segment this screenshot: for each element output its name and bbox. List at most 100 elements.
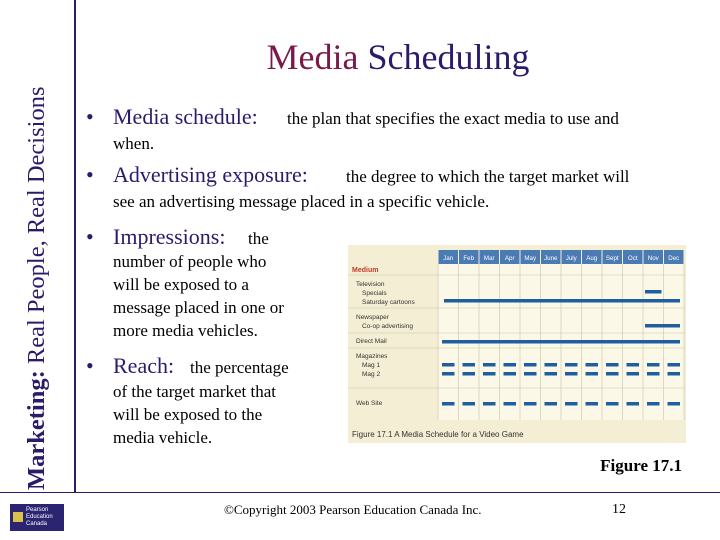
bar-web-site [503, 402, 516, 406]
bar-mag-1 [565, 363, 578, 367]
bullet-2-def: the degree to which the target market wi… [346, 167, 630, 186]
row-label-direct-mail: Direct Mail [356, 338, 387, 345]
row-label-newspaper: Newspaper [356, 314, 390, 321]
month-header-cell [541, 250, 561, 264]
bar-mag-2 [647, 372, 660, 376]
bar-mag-2 [524, 372, 537, 376]
bottom-divider [0, 492, 720, 493]
month-header-label: June [544, 255, 558, 262]
figure-caption: Figure 17.1 A Media Schedule for a Video… [352, 430, 524, 439]
side-title: Marketing: Real People, Real Decisions [22, 10, 52, 490]
month-header-label: Mar [484, 255, 495, 262]
month-header-cell [602, 250, 622, 264]
bar-mag-2 [565, 372, 578, 376]
bullet-3-icon: • [86, 224, 94, 249]
medium-header-label: Medium [352, 267, 378, 274]
bullet-3-def: the [248, 229, 269, 248]
bullet-4-icon: • [86, 353, 94, 378]
media-schedule-figure: Jan Feb Mar Apr May June July Aug Sept Oct Nov Dec … [348, 245, 686, 443]
bar-web-site [606, 402, 619, 406]
row-label-mag-1: Mag 1 [362, 362, 380, 369]
bar-mag-1 [585, 363, 598, 367]
month-header-cell [582, 250, 602, 264]
bullet-1-icon: • [86, 104, 94, 129]
bar-mag-1 [483, 363, 496, 367]
bullet-4-line-1: of the target market that [113, 382, 277, 401]
bar-web-site [585, 402, 598, 406]
title-word-1: Media [266, 37, 359, 77]
bar-mag-2 [503, 372, 516, 376]
bullet-2-def-cont: see an advertising message placed in a s… [113, 192, 490, 211]
month-header-label: Sept [606, 255, 619, 262]
bar-web-site [483, 402, 496, 406]
bar-web-site [565, 402, 578, 406]
row-label-web-site: Web Site [356, 400, 383, 407]
title-word-2: Scheduling [358, 37, 530, 77]
row-label-television: Television [356, 281, 385, 288]
bar-mag-1 [606, 363, 619, 367]
month-header-label: Apr [505, 255, 515, 262]
bar-mag-2 [585, 372, 598, 376]
bar-mag-1 [647, 363, 660, 367]
month-header-cell [623, 250, 643, 264]
bullet-1-def: the plan that specifies the exact media … [287, 109, 619, 128]
month-header-label: Dec [668, 255, 679, 262]
bar-web-site [462, 402, 475, 406]
month-header-cell [664, 250, 684, 264]
month-header-label: July [566, 255, 578, 262]
month-header-cell [479, 250, 499, 264]
slide-title: Media Scheduling [76, 36, 720, 78]
bar-coop-advertising [645, 324, 680, 328]
bar-mag-1 [503, 363, 516, 367]
row-label-saturday-cartoons: Saturday cartoons [362, 299, 416, 306]
month-header-cell [500, 250, 520, 264]
bar-mag-2 [462, 372, 475, 376]
month-header-label: Nov [648, 255, 660, 262]
bar-mag-2 [606, 372, 619, 376]
bar-web-site [647, 402, 660, 406]
bar-mag-2 [544, 372, 557, 376]
bar-mag-1 [442, 363, 455, 367]
bar-mag-2 [626, 372, 639, 376]
bullet-2-icon: • [86, 162, 94, 187]
bar-mag-1 [462, 363, 475, 367]
logo-line-1: Pearson [26, 507, 49, 513]
left-divider [74, 0, 76, 492]
logo-line-3: Canada [26, 521, 48, 527]
bullet-2-term: Advertising exposure: [113, 162, 308, 187]
side-title-part1: Marketing: [23, 370, 50, 490]
month-header-label: Aug [586, 255, 598, 262]
bar-mag-1 [544, 363, 557, 367]
bar-direct-mail [442, 340, 680, 344]
row-label-magazines: Magazines [356, 353, 388, 360]
bar-mag-2 [483, 372, 496, 376]
logo-line-2: Education [26, 514, 53, 520]
figure-label: Figure 17.1 [600, 456, 682, 475]
page-number: 12 [612, 502, 626, 517]
pearson-logo-mark [13, 512, 23, 522]
month-header-label: Oct [628, 255, 638, 262]
bullet-1-term: Media schedule: [113, 104, 258, 129]
row-label-coop-advertising: Co-op advertising [362, 323, 413, 330]
bar-web-site [442, 402, 455, 406]
month-header-label: May [524, 255, 537, 262]
month-header-cell [459, 250, 479, 264]
pearson-logo: Pearson Education Canada [10, 504, 64, 531]
bar-specials [645, 290, 662, 294]
bullet-4-term: Reach: [113, 353, 175, 378]
side-title-part2: Real People, Real Decisions [23, 86, 50, 371]
bar-web-site [524, 402, 537, 406]
row-label-mag-2: Mag 2 [362, 371, 380, 378]
bullet-4-line-2: will be exposed to the [113, 405, 263, 424]
row-label-specials: Specials [362, 290, 387, 297]
copyright: ©Copyright 2003 Pearson Education Canada… [224, 502, 482, 517]
bar-mag-1 [524, 363, 537, 367]
month-header-cell [520, 250, 540, 264]
month-header-label: Feb [463, 255, 474, 262]
bullet-1-def-cont: when. [113, 134, 155, 153]
bullet-4-line-3: media vehicle. [113, 428, 213, 447]
bar-mag-2 [442, 372, 455, 376]
month-header-label: Jan [443, 255, 454, 262]
bullet-3-line-4: more media vehicles. [113, 321, 258, 340]
month-header-cell [438, 250, 458, 264]
